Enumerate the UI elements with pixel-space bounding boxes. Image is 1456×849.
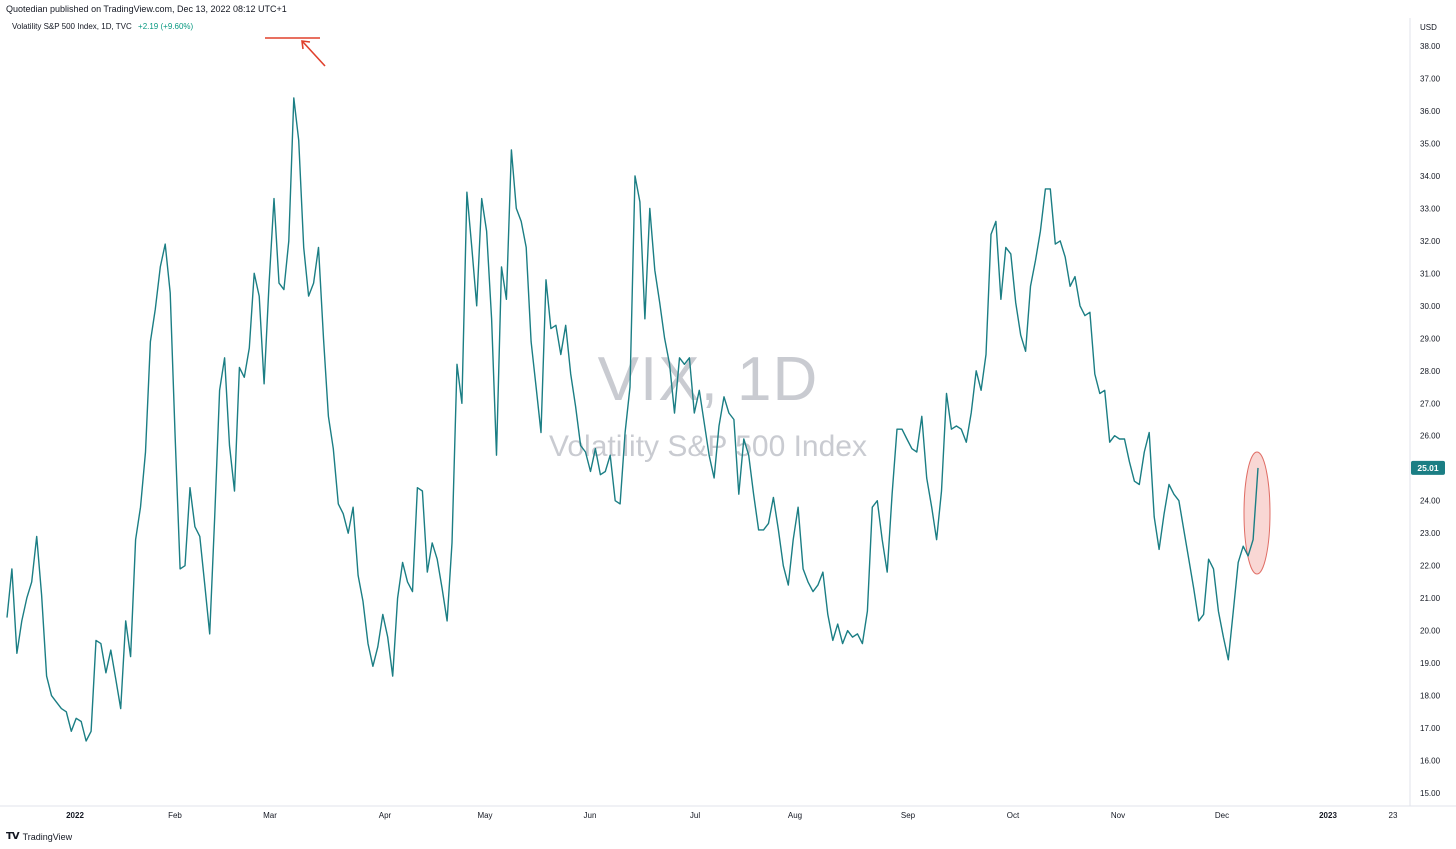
y-tick-label: 15.00 <box>1420 789 1441 798</box>
highlight-ellipse[interactable] <box>1243 451 1271 575</box>
y-tick-label: 31.00 <box>1420 269 1441 278</box>
legend-change: +2.19 (+9.60%) <box>138 22 194 31</box>
y-tick-label: 33.00 <box>1420 204 1441 213</box>
x-tick-label: Dec <box>1215 811 1229 820</box>
x-tick-label: Jul <box>690 811 700 820</box>
y-tick-label: 29.00 <box>1420 334 1441 343</box>
x-tick-label: 2022 <box>66 811 84 820</box>
tradingview-logo-icon: 𝗧𝗩 <box>6 831 20 842</box>
annotation-arrow-head-icon <box>301 40 311 50</box>
y-tick-label: 19.00 <box>1420 659 1441 668</box>
y-tick-label: 20.00 <box>1420 627 1441 636</box>
y-tick-label: 24.00 <box>1420 497 1441 506</box>
y-tick-label: 23.00 <box>1420 529 1441 538</box>
y-tick-label: 35.00 <box>1420 139 1441 148</box>
x-tick-label: Mar <box>263 811 277 820</box>
y-tick-label: 21.00 <box>1420 594 1441 603</box>
y-tick-label: 18.00 <box>1420 692 1441 701</box>
x-tick-label: Feb <box>168 811 182 820</box>
y-tick-label: 32.00 <box>1420 237 1441 246</box>
publisher-line: Quotedian published on TradingView.com, … <box>6 4 287 14</box>
series-legend[interactable]: Volatility S&P 500 Index, 1D, TVC +2.19 … <box>12 22 193 31</box>
currency-label: USD <box>1420 23 1437 32</box>
y-tick-label: 30.00 <box>1420 302 1441 311</box>
y-tick-label: 16.00 <box>1420 757 1441 766</box>
x-tick-label: Oct <box>1007 811 1020 820</box>
vix-series-line[interactable] <box>6 97 1259 742</box>
y-tick-label: 28.00 <box>1420 367 1441 376</box>
y-tick-label: 34.00 <box>1420 172 1441 181</box>
legend-label: Volatility S&P 500 Index, 1D, TVC <box>12 22 132 31</box>
annotation-arrow[interactable] <box>302 41 326 67</box>
x-tick-label: Nov <box>1111 811 1125 820</box>
x-tick-label: Apr <box>379 811 392 820</box>
watermark-symbol: VIX, 1D <box>597 345 819 414</box>
last-price-label: 25.01 <box>1417 463 1439 473</box>
x-tick-label: May <box>477 811 492 820</box>
footer: 𝗧𝗩 TradingView <box>6 831 72 842</box>
x-tick-label: 23 <box>1389 811 1398 820</box>
y-tick-label: 36.00 <box>1420 107 1441 116</box>
y-tick-label: 37.00 <box>1420 74 1441 83</box>
y-tick-label: 26.00 <box>1420 432 1441 441</box>
y-tick-label: 27.00 <box>1420 399 1441 408</box>
y-tick-label: 17.00 <box>1420 724 1441 733</box>
y-tick-label: 38.00 <box>1420 42 1441 51</box>
x-tick-label: Sep <box>901 811 916 820</box>
last-price-label-bg <box>1411 460 1445 475</box>
footer-logo-text[interactable]: TradingView <box>22 831 73 842</box>
x-tick-label: 2023 <box>1319 811 1337 820</box>
x-tick-label: Aug <box>788 811 802 820</box>
y-tick-label: 22.00 <box>1420 562 1441 571</box>
x-tick-label: Jun <box>584 811 597 820</box>
